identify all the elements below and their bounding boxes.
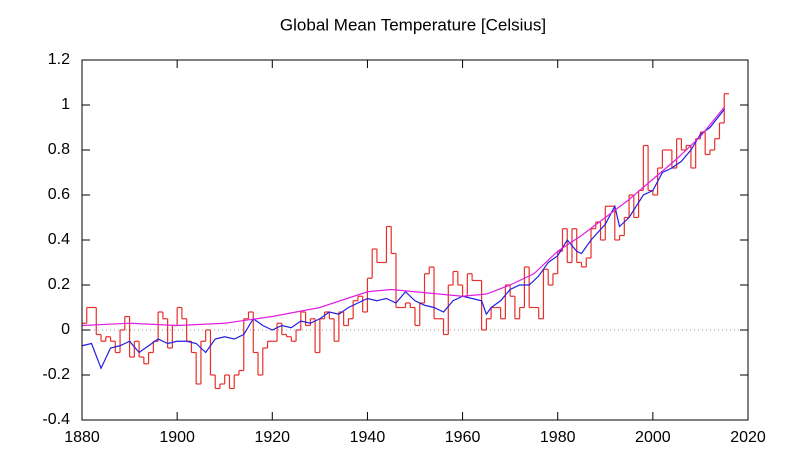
- x-tick-label: 1900: [159, 429, 195, 446]
- chart-title: Global Mean Temperature [Celsius]: [280, 15, 546, 34]
- y-tick-label: 1.2: [48, 51, 70, 68]
- y-tick-label: 0.2: [48, 276, 70, 293]
- y-tick-label: -0.4: [42, 411, 70, 428]
- x-tick-label: 1880: [64, 429, 100, 446]
- x-tick-label: 2020: [730, 429, 766, 446]
- line: [81, 109, 725, 370]
- line: [81, 106, 725, 327]
- y-tick-label: 0.6: [48, 186, 70, 203]
- x-tick-label: 1980: [540, 429, 576, 446]
- y-tick-label: -0.2: [42, 366, 70, 383]
- y-tick-label: 0: [61, 321, 70, 338]
- x-tick-label: 1940: [350, 429, 386, 446]
- x-tick-label: 1960: [445, 429, 481, 446]
- y-tick-label: 0.8: [48, 141, 70, 158]
- y-tick-label: 1: [61, 96, 70, 113]
- x-tick-label: 2000: [635, 429, 671, 446]
- x-tick-label: 1920: [254, 429, 290, 446]
- y-tick-label: 0.4: [48, 231, 70, 248]
- plot-frame: [81, 59, 749, 421]
